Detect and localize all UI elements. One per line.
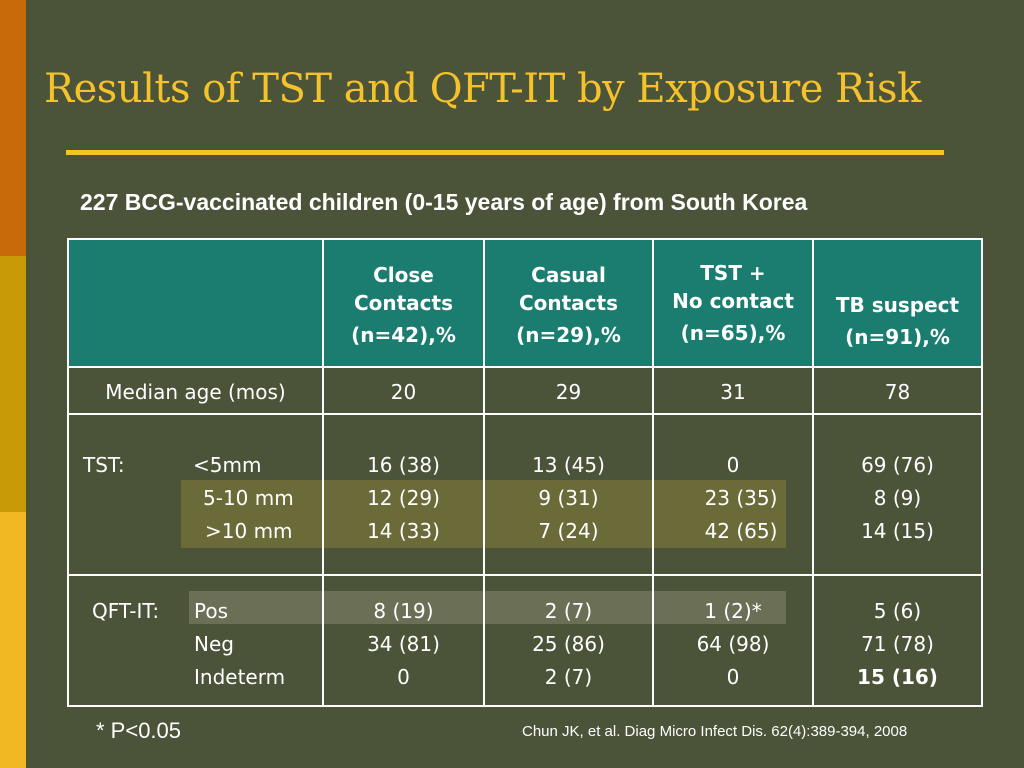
median-age-value: 29	[555, 380, 582, 404]
grid-hline	[69, 574, 981, 576]
accent-bar-top	[0, 0, 26, 256]
footnote: * P<0.05	[96, 718, 182, 743]
median-age-value: 78	[884, 380, 911, 404]
median-age-value: 20	[390, 380, 417, 404]
tst-row-label: <5mm	[193, 453, 262, 477]
column-header-line: TB suspect	[835, 293, 960, 317]
qft-pos-highlight	[189, 591, 786, 624]
qft-value: 2 (7)	[544, 665, 593, 689]
column-header-line: Contacts	[518, 291, 619, 315]
column-header-tb-suspect: TB suspect (n=91),%	[814, 291, 981, 351]
grid-vline	[322, 240, 324, 705]
tst-value: 12 (29)	[367, 486, 440, 510]
grid-hline	[69, 366, 981, 368]
median-age-value: 31	[720, 380, 746, 404]
slide-title: Results of TST and QFT-IT by Exposure Ri…	[44, 66, 921, 112]
qft-value: 34 (81)	[367, 632, 440, 656]
qft-value: 2 (7)	[544, 599, 593, 623]
tst-value: 9 (31)	[538, 486, 599, 510]
column-header-n: (n=65),%	[680, 321, 786, 345]
grid-vline	[812, 240, 814, 705]
qft-value: 0	[726, 665, 740, 689]
column-header-close-contacts: Close Contacts (n=42),%	[324, 261, 483, 349]
tst-value: 7 (24)	[538, 519, 599, 543]
column-header-casual-contacts: Casual Contacts (n=29),%	[485, 261, 652, 349]
grid-vline	[652, 240, 654, 705]
tst-value: 13 (45)	[532, 453, 605, 477]
table-header-row	[69, 240, 981, 367]
column-header-tst-no-contact: TST + No contact (n=65),%	[654, 259, 812, 347]
tst-value: 8 (9)	[873, 486, 922, 510]
qft-value: 0	[397, 665, 410, 689]
column-header-line: TST +	[700, 261, 766, 285]
qft-label: QFT-IT:	[92, 599, 160, 623]
median-age-label: Median age (mos)	[105, 380, 286, 404]
tst-value: 0	[726, 453, 740, 477]
grid-vline	[483, 240, 485, 705]
accent-bar-bottom	[0, 512, 26, 768]
tst-row-label: >10 mm	[205, 519, 293, 543]
citation: Chun JK, et al. Diag Micro Infect Dis. 6…	[522, 723, 908, 740]
qft-value-bold: 15 (16)	[857, 665, 938, 689]
qft-value: 64 (98)	[696, 632, 770, 656]
tst-label: TST:	[83, 453, 125, 477]
qft-row-label: Neg	[194, 632, 234, 656]
tst-value: 23 (35)	[704, 486, 778, 510]
qft-row-label: Indeterm	[194, 665, 286, 689]
tst-value: 69 (76)	[861, 453, 934, 477]
column-header-line: Casual	[531, 263, 606, 287]
grid-hline	[69, 413, 981, 415]
column-header-n: (n=91),%	[845, 325, 950, 349]
accent-bar-middle	[0, 256, 26, 512]
tst-value: 14 (15)	[861, 519, 934, 543]
title-underline	[66, 150, 944, 155]
slide-subtitle: 227 BCG-vaccinated children (0-15 years …	[80, 189, 808, 215]
qft-value: 25 (86)	[532, 632, 605, 656]
tst-value: 16 (38)	[367, 453, 440, 477]
qft-row-label: Pos	[194, 599, 229, 623]
results-table: Close Contacts (n=42),% Casual Contacts …	[67, 238, 983, 707]
tst-value: 14 (33)	[367, 519, 440, 543]
column-header-line: Close	[373, 263, 434, 287]
qft-value: 8 (19)	[373, 599, 434, 623]
qft-value: 71 (78)	[861, 632, 934, 656]
qft-value: 5 (6)	[873, 599, 922, 623]
column-header-n: (n=42),%	[351, 323, 456, 347]
column-header-n: (n=29),%	[516, 323, 621, 347]
qft-value: 1 (2)*	[704, 599, 762, 623]
column-header-line: No contact	[672, 289, 794, 313]
tst-value: 42 (65)	[704, 519, 778, 543]
tst-row-label: 5-10 mm	[203, 486, 294, 510]
column-header-line: Contacts	[353, 291, 454, 315]
